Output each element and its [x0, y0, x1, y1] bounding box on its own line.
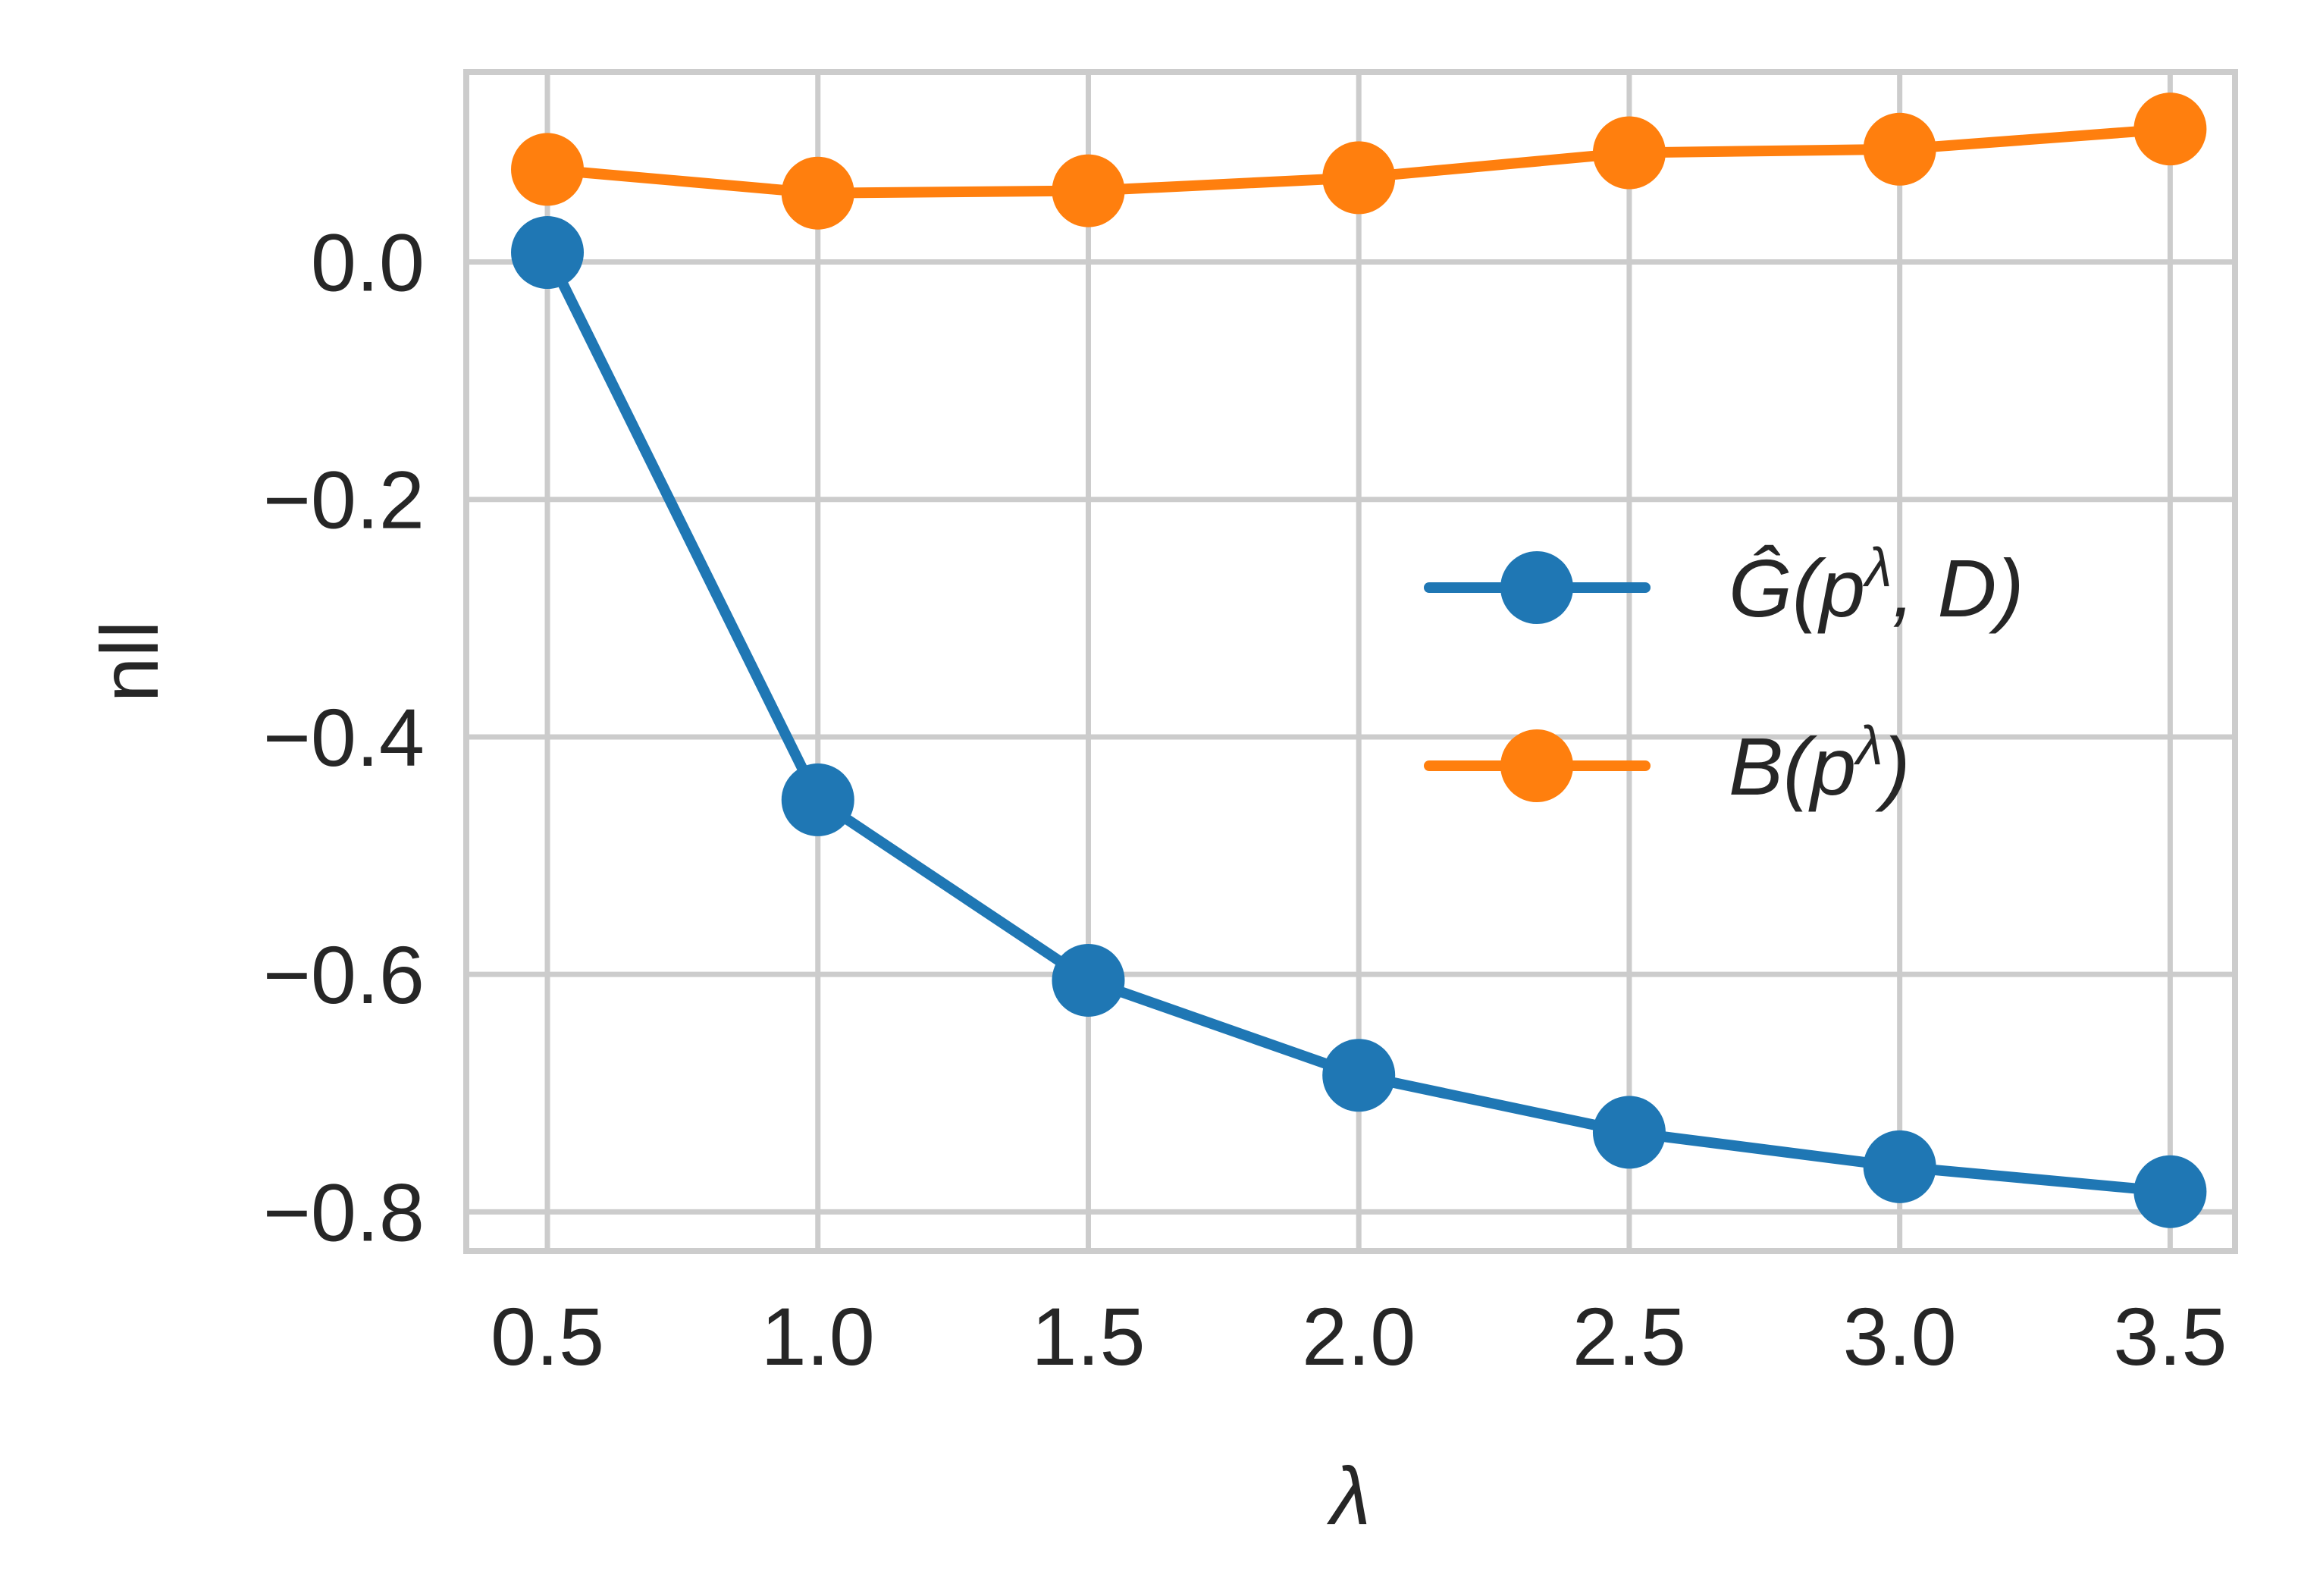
- y-tick-label: −0.6: [263, 929, 425, 1021]
- tick-layer: 0.5 1.0 1.5 2.0 2.5 3.0 3.5 0.0 −0.2 −0.4 −0.6 −0.8: [263, 217, 2227, 1382]
- data-point-b: [1322, 141, 1396, 215]
- y-tick-label: −0.8: [263, 1166, 425, 1258]
- x-tick-label: 0.5: [491, 1290, 604, 1382]
- data-point-g-hat: [1052, 943, 1125, 1017]
- y-tick-label: 0.0: [311, 217, 425, 309]
- data-point-b: [2133, 92, 2207, 166]
- x-tick-label: 2.5: [1572, 1290, 1686, 1382]
- data-point-b: [1592, 116, 1666, 190]
- legend-label-base: B(p: [1729, 720, 1856, 812]
- data-point-g-hat: [1322, 1039, 1396, 1112]
- data-point-b: [511, 133, 585, 206]
- legend-label-g-hat: Ĝ(pλ, D): [1729, 538, 2024, 634]
- data-point-g-hat: [511, 216, 585, 290]
- legend-entry-g-hat: Ĝ(pλ, D): [1424, 538, 2024, 634]
- x-tick-label: 1.5: [1031, 1290, 1145, 1382]
- legend-label-superscript: λ: [1853, 716, 1883, 776]
- data-point-g-hat: [1592, 1096, 1666, 1169]
- data-point-g-hat: [1863, 1130, 1936, 1203]
- data-point-b: [1863, 112, 1936, 186]
- legend-entry-b: B(pλ): [1424, 716, 1910, 812]
- legend-label-base: Ĝ(p: [1729, 542, 1865, 634]
- legend-marker-g-hat: [1500, 551, 1573, 624]
- legend-label-superscript: λ: [1862, 538, 1892, 598]
- plot-frame: [463, 69, 2238, 1254]
- legend-label-tail: , D): [1892, 542, 2024, 634]
- y-tick-label: −0.4: [263, 691, 425, 783]
- data-point-b: [781, 156, 854, 230]
- grid-layer: [466, 72, 2235, 1251]
- x-tick-label: 2.0: [1302, 1290, 1415, 1382]
- x-tick-label: 3.5: [2113, 1290, 2227, 1382]
- x-axis-label: λ: [1327, 1450, 1371, 1541]
- x-tick-label: 3.0: [1843, 1290, 1957, 1382]
- legend-marker-b: [1500, 729, 1573, 802]
- data-point-g-hat: [781, 763, 854, 836]
- data-point-g-hat: [2133, 1155, 2207, 1228]
- y-tick-label: −0.2: [263, 454, 425, 546]
- legend-label-b: B(pλ): [1729, 716, 1910, 812]
- legend: Ĝ(pλ, D) B(pλ): [1424, 538, 2024, 812]
- series-layer: [511, 92, 2207, 1228]
- x-tick-label: 1.0: [761, 1290, 875, 1382]
- data-point-b: [1052, 154, 1125, 227]
- y-axis-label: nll: [83, 620, 175, 702]
